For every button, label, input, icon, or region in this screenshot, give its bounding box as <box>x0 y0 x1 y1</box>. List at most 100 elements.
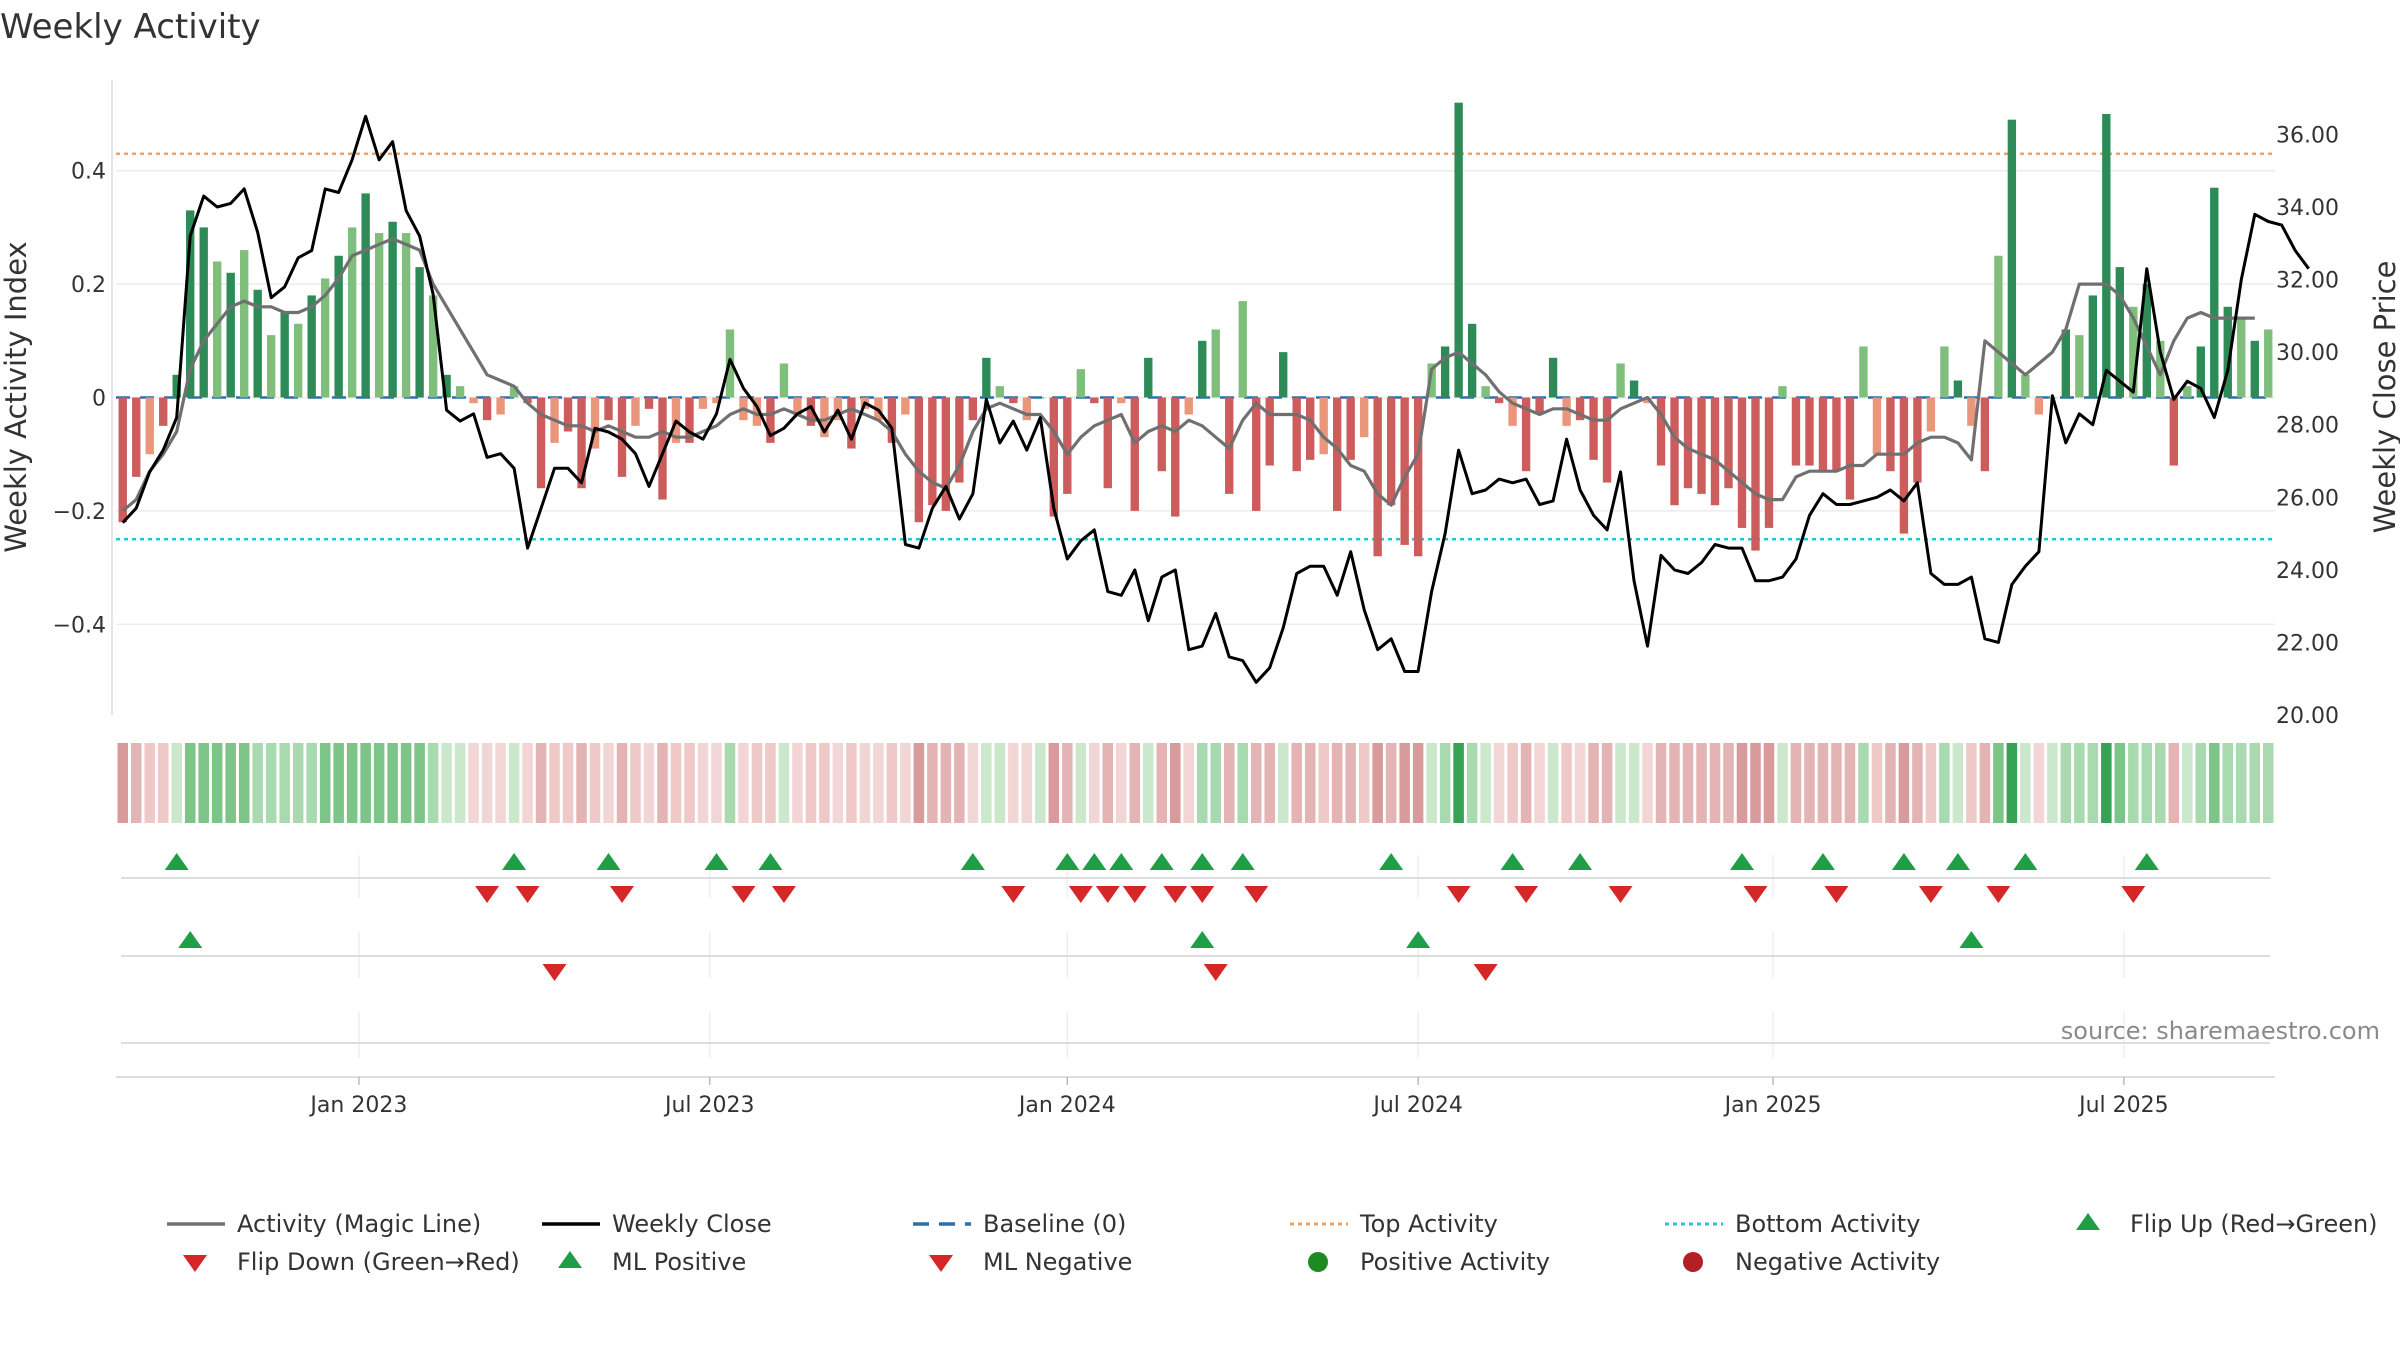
activity-bar <box>955 397 964 483</box>
heat-strip-cell <box>238 743 250 823</box>
y2-tick-label: 20.00 <box>2276 704 2339 729</box>
heat-strip-cell <box>859 743 871 823</box>
heat-strip-cell <box>1790 743 1802 823</box>
x-axis: Jan 2023 Jul 2023 Jan 2024 Jul 2024 Jan 2025… <box>116 1076 2275 1118</box>
heat-strip-cell <box>1169 743 1181 823</box>
heat-strip-cell <box>1831 743 1842 823</box>
legend-item-9: Positive Activity <box>1308 1248 1550 1276</box>
activity-bar <box>1508 397 1517 426</box>
heat-strip-cell <box>144 743 155 823</box>
activity-bar <box>2196 346 2205 398</box>
flip-up-marker <box>2134 853 2159 870</box>
flip-down-marker <box>1068 886 1093 903</box>
activity-bar <box>1751 397 1760 551</box>
activity-bar <box>1913 397 1922 483</box>
activity-bar <box>928 397 937 506</box>
legend-item-6: Flip Down (Green→Red) <box>183 1248 520 1276</box>
heat-strip-cell <box>1628 743 1640 823</box>
heat-strip-cell <box>1304 743 1316 823</box>
heat-strip-cell <box>1817 743 1829 823</box>
flip-up-marker <box>1082 853 1107 870</box>
heat-strip-cell <box>967 743 979 823</box>
flip-up-marker <box>1055 853 1080 870</box>
activity-bar <box>766 397 775 443</box>
activity-bar <box>172 374 181 398</box>
heat-strip-cell <box>603 743 614 823</box>
heat-strip-cell <box>1453 743 1464 823</box>
activity-bars <box>118 102 2273 557</box>
flip-up-marker <box>502 853 527 870</box>
flip-down-marker <box>1824 886 1849 903</box>
activity-bar <box>1778 386 1787 398</box>
heat-strip-cell <box>1871 743 1883 823</box>
activity-bar <box>1737 397 1747 528</box>
legend: Activity (Magic Line) Weekly Close Baselin… <box>167 1210 2378 1276</box>
heat-strip-cell <box>1426 743 1437 823</box>
activity-bar <box>1535 397 1544 415</box>
heat-strip-cell <box>711 743 722 823</box>
heat-strip-cell <box>1520 743 1532 823</box>
x-tick-label: Jul 2024 <box>1371 1093 1463 1118</box>
activity-bar <box>455 386 465 398</box>
heat-strip-cell <box>1223 743 1235 823</box>
magic-line <box>121 237 2255 513</box>
activity-bar <box>1157 397 1166 472</box>
legend-label: Weekly Close <box>612 1210 772 1238</box>
heat-strip-cell <box>1318 743 1329 823</box>
legend-swatch-triangle-up <box>2076 1213 2100 1230</box>
heat-strip-cell <box>1507 743 1518 823</box>
legend-item-0: Activity (Magic Line) <box>167 1210 481 1238</box>
activity-bar <box>1764 397 1774 528</box>
y2-tick-label: 36.00 <box>2276 123 2339 148</box>
heat-strip-cell <box>1885 743 1896 823</box>
heat-strip-cell <box>346 743 358 823</box>
activity-bar <box>334 255 343 398</box>
source-label: source: sharemaestro.com <box>2061 1017 2380 1045</box>
heat-strip-cell <box>1574 743 1586 823</box>
activity-bar <box>469 397 478 404</box>
heat-strip-cell <box>2182 743 2193 823</box>
activity-bar <box>199 227 208 398</box>
flip-down-marker <box>1743 886 1768 903</box>
heat-strip-cell <box>1615 743 1626 823</box>
activity-bar <box>415 267 424 398</box>
flip-down-marker <box>1918 886 1943 903</box>
activity-bar <box>307 295 316 398</box>
activity-bar <box>1171 397 1180 517</box>
activity-bar <box>1373 397 1382 557</box>
heat-strip-cell <box>1116 743 1127 823</box>
activity-bar <box>1184 397 1193 415</box>
activity-bar <box>1494 397 1504 404</box>
activity-bar <box>226 272 235 398</box>
flip-down-marker <box>1986 886 2011 903</box>
heat-strip-cell <box>670 743 682 823</box>
heat-strip-cell <box>576 743 587 823</box>
heat-strip-cell <box>468 743 479 823</box>
activity-bar <box>1724 397 1733 489</box>
activity-bar <box>374 233 384 398</box>
activity-bar <box>523 397 532 404</box>
heat-strip-cell <box>2114 743 2126 823</box>
heat-strip-cell <box>1291 743 1302 823</box>
activity-bar <box>1386 397 1396 506</box>
activity-bar <box>2142 284 2151 398</box>
activity-bar <box>1886 397 1895 472</box>
heat-strip-cell <box>508 743 520 823</box>
activity-bar <box>1063 397 1072 494</box>
activity-bar <box>1832 397 1841 472</box>
flip-up-marker <box>1149 853 1174 870</box>
activity-bar <box>1130 397 1139 511</box>
heat-strip-cell <box>1439 743 1451 823</box>
activity-bar <box>2075 335 2084 398</box>
activity-bar <box>536 397 546 489</box>
heat-strip-cell <box>1682 743 1694 823</box>
heat-strip-cell <box>562 743 574 823</box>
heat-strip-cell <box>1021 743 1033 823</box>
activity-bar <box>1427 363 1436 398</box>
legend-label: ML Negative <box>983 1248 1132 1276</box>
activity-bar <box>658 397 667 500</box>
heat-strip-cell <box>832 743 844 823</box>
activity-bar <box>1359 397 1369 438</box>
heat-strip-cell <box>657 743 668 823</box>
activity-bar <box>2156 340 2165 398</box>
